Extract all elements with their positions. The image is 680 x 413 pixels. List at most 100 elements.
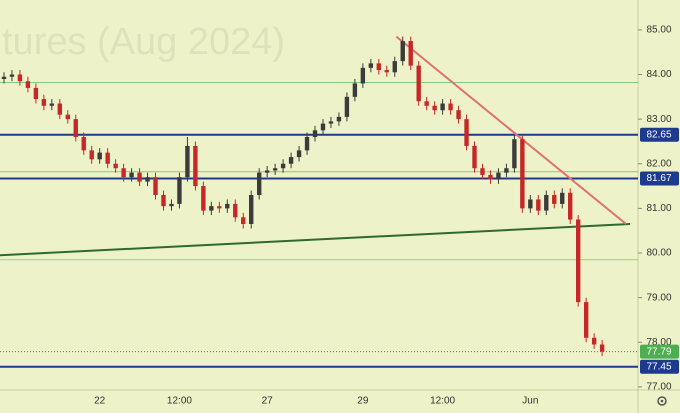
candle-body — [9, 74, 15, 77]
y-tick-label: 82.00 — [646, 158, 671, 169]
candle-body — [480, 168, 485, 175]
price-label: 77.79 — [646, 346, 671, 357]
x-tick-label: Jun — [522, 396, 538, 407]
candle-body — [73, 119, 78, 137]
candle-body — [17, 74, 23, 82]
candle-body — [408, 41, 413, 66]
candle-body — [1, 76, 7, 79]
y-tick-label: 80.00 — [646, 248, 671, 259]
price-label: 82.65 — [646, 129, 671, 140]
y-tick-label: 83.00 — [646, 114, 671, 125]
candle-body — [145, 177, 150, 182]
candle-body — [384, 70, 389, 73]
candle-body — [33, 87, 39, 100]
candle-body — [440, 103, 445, 111]
candle-body — [591, 337, 597, 345]
candle-body — [496, 172, 501, 180]
y-tick-label: 79.00 — [646, 292, 671, 303]
x-tick-label: 29 — [357, 396, 369, 407]
candle-body — [233, 203, 238, 218]
candle-body — [400, 41, 405, 62]
y-tick-label: 77.00 — [646, 382, 671, 393]
x-tick-label: 22 — [94, 396, 106, 407]
candle-body — [488, 174, 493, 180]
x-tick-label: 27 — [262, 396, 274, 407]
candle-body — [448, 103, 453, 111]
candle-body — [432, 105, 437, 111]
candle-body — [528, 199, 533, 209]
candle-body — [288, 157, 294, 164]
candle-body — [65, 114, 70, 120]
candle-body — [560, 192, 565, 204]
candle-body — [344, 96, 350, 117]
candle-body — [552, 195, 557, 204]
candle-body — [304, 136, 310, 151]
gear[interactable] — [657, 396, 667, 406]
candle-body — [113, 163, 118, 169]
candle-body — [193, 145, 198, 187]
candle-body — [280, 163, 286, 169]
candle-body — [177, 177, 182, 204]
candle-body — [352, 83, 358, 97]
x-tick-label: 12:00 — [430, 396, 455, 407]
candle-body — [320, 123, 326, 131]
x-tick-label: 12:00 — [167, 396, 192, 407]
candle-body — [264, 170, 270, 173]
y-tick-label: 81.00 — [646, 203, 671, 214]
candle-body — [89, 150, 94, 160]
candle-body — [241, 217, 246, 225]
candle-body — [161, 195, 166, 207]
candle-body — [456, 110, 461, 120]
candle-body — [568, 192, 573, 220]
y-tick-label: 84.00 — [646, 69, 671, 80]
candle-body — [520, 139, 525, 209]
candle-body — [504, 168, 509, 173]
candle-body — [583, 302, 589, 338]
candle-body — [49, 103, 55, 106]
candle-body — [575, 219, 581, 303]
y-tick-label: 85.00 — [646, 25, 671, 36]
candle-body — [153, 177, 158, 195]
price-label-box — [640, 359, 679, 374]
candle-body — [416, 65, 421, 102]
candle-body — [376, 63, 382, 71]
price-label-box — [640, 127, 679, 142]
candle-body — [41, 99, 47, 106]
candle-body — [472, 145, 477, 169]
candle-body — [249, 195, 254, 225]
gear-center[interactable] — [660, 399, 664, 403]
candle-body — [57, 103, 63, 115]
candle-body — [424, 101, 429, 106]
candle-body — [185, 145, 190, 178]
price-label: 81.67 — [646, 173, 671, 184]
candle-body — [272, 168, 278, 171]
trend-line — [0, 223, 631, 257]
candle-body — [512, 139, 517, 169]
candle-body — [392, 61, 397, 73]
candle-body — [97, 152, 102, 160]
candle-body — [599, 344, 605, 352]
candle-body — [225, 203, 230, 209]
candle-body — [368, 63, 374, 68]
candle-body — [25, 81, 31, 88]
candle-body — [256, 172, 262, 195]
watermark: tures (Aug 2024) — [2, 21, 285, 63]
candle-body — [201, 186, 206, 211]
candle-body — [464, 119, 469, 146]
candle-body — [217, 206, 222, 209]
candle-body — [312, 130, 318, 137]
candle-body — [536, 199, 541, 211]
trend-line — [395, 35, 627, 225]
candle-body — [81, 136, 86, 151]
price-label: 77.45 — [646, 361, 671, 372]
candle-body — [360, 67, 366, 84]
settings-icon[interactable] — [657, 396, 667, 406]
candle-body — [209, 206, 214, 211]
price-label-box — [640, 344, 679, 359]
y-tick-label: 78.00 — [646, 337, 671, 348]
candle-body — [105, 152, 110, 164]
plot-background — [0, 0, 638, 390]
candle-body — [121, 168, 126, 178]
